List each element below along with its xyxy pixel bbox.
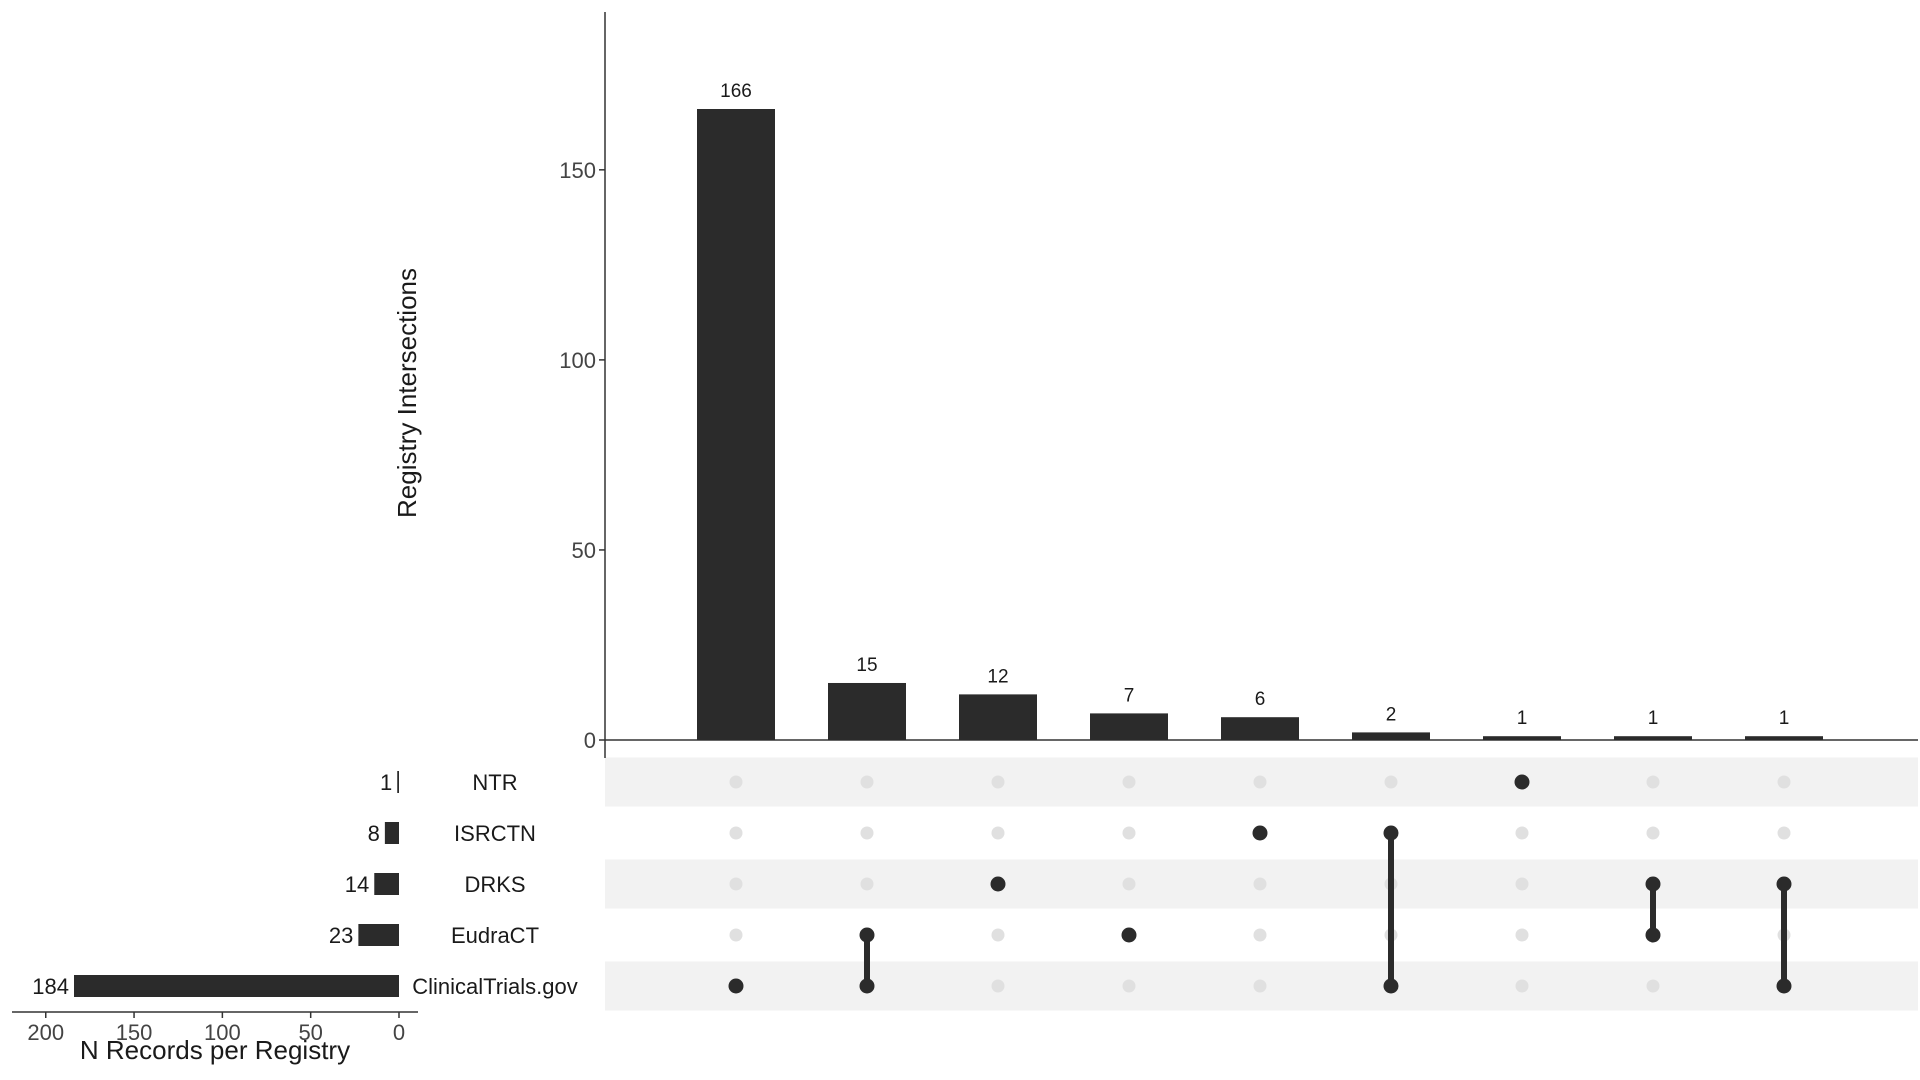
intersection-bar	[1221, 717, 1299, 740]
matrix-dot-active	[1514, 774, 1530, 790]
intersection-bar	[1614, 736, 1692, 740]
y-tick-label: 0	[584, 728, 596, 753]
set-size-bar	[397, 771, 399, 793]
matrix-dot-inactive	[729, 826, 743, 840]
matrix-dot-inactive	[991, 979, 1005, 993]
matrix-dot-inactive	[1515, 826, 1529, 840]
set-size-label: 184	[32, 974, 69, 999]
matrix-dot-active	[1776, 978, 1792, 994]
y-tick-label: 150	[559, 158, 596, 183]
matrix-dot-inactive	[1253, 775, 1267, 789]
matrix-dot-inactive	[729, 877, 743, 891]
matrix-dot-inactive	[991, 775, 1005, 789]
intersection-bar-label: 12	[987, 666, 1008, 687]
intersection-bar	[828, 682, 906, 740]
intersection-bar-label: 6	[1255, 689, 1266, 710]
matrix-dot-inactive	[1646, 979, 1660, 993]
matrix-dot-inactive	[1384, 775, 1398, 789]
matrix-dot-active	[1383, 978, 1399, 994]
set-size-label: 1	[380, 770, 392, 795]
matrix-dot-active	[1383, 825, 1399, 841]
intersection-bar-label: 1	[1779, 708, 1790, 729]
matrix-dot-inactive	[991, 928, 1005, 942]
intersection-bar-labels: 166 15 12 7 6 2 1 1 1	[720, 81, 1789, 729]
intersection-bar-label: 166	[720, 81, 752, 102]
set-name: DRKS	[464, 872, 525, 897]
matrix-dot-inactive	[1253, 979, 1267, 993]
set-size-label: 23	[329, 923, 353, 948]
set-size-label: 14	[345, 872, 369, 897]
set-size-bar	[374, 873, 399, 895]
matrix-dot-inactive	[1646, 775, 1660, 789]
intersection-bar	[1483, 736, 1561, 740]
set-name: NTR	[472, 770, 517, 795]
matrix-dot-inactive	[1515, 979, 1529, 993]
matrix-dot-inactive	[1253, 877, 1267, 891]
matrix-dot-inactive	[860, 877, 874, 891]
matrix-dot-active	[728, 978, 744, 994]
membership-matrix	[728, 774, 1792, 994]
matrix-dot-inactive	[860, 826, 874, 840]
set-x-tick-label: 50	[298, 1020, 322, 1045]
matrix-dot-active	[990, 876, 1006, 892]
matrix-dot-inactive	[1253, 928, 1267, 942]
intersection-bar-label: 15	[856, 655, 877, 676]
intersection-bar-label: 2	[1386, 704, 1397, 725]
matrix-dot-active	[1252, 825, 1268, 841]
matrix-dot-inactive	[1777, 826, 1791, 840]
intersection-bar	[1090, 713, 1168, 740]
intersection-bars	[697, 109, 1823, 740]
matrix-dot-inactive	[1122, 877, 1136, 891]
matrix-dot-active	[1121, 927, 1137, 943]
matrix-dot-inactive	[729, 775, 743, 789]
set-size-bars: 1 8 14 23 184	[32, 770, 399, 999]
set-size-label: 8	[368, 821, 380, 846]
intersection-bar	[1745, 736, 1823, 740]
intersection-bar-label: 1	[1517, 708, 1528, 729]
matrix-dot-inactive	[860, 775, 874, 789]
intersection-bar	[959, 694, 1037, 740]
y-tick-label: 100	[559, 348, 596, 373]
set-size-bar	[358, 924, 399, 946]
set-x-tick-label: 200	[27, 1020, 64, 1045]
matrix-dot-inactive	[1122, 826, 1136, 840]
matrix-dot-inactive	[1515, 928, 1529, 942]
set-size-x-axis: 200 150 100 50 0	[12, 1011, 418, 1045]
matrix-dot-inactive	[1515, 877, 1529, 891]
matrix-dot-inactive	[1777, 775, 1791, 789]
matrix-dot-active	[1645, 927, 1661, 943]
intersection-bar	[697, 109, 775, 740]
set-x-tick-label: 0	[393, 1020, 405, 1045]
y-axis-title: Registry Intersections	[392, 268, 422, 518]
y-tick-label: 50	[572, 538, 596, 563]
matrix-dot-inactive	[1122, 775, 1136, 789]
intersection-bar-label: 1	[1648, 708, 1659, 729]
set-size-bar	[74, 975, 399, 997]
matrix-dot-active	[859, 927, 875, 943]
matrix-dot-inactive	[991, 826, 1005, 840]
set-name: ClinicalTrials.gov	[412, 974, 577, 999]
intersection-y-axis: 0 50 100 150	[559, 12, 1918, 758]
set-name: ISRCTN	[454, 821, 536, 846]
intersection-bar	[1352, 732, 1430, 740]
x-axis-title: N Records per Registry	[80, 1035, 350, 1065]
matrix-dot-inactive	[729, 928, 743, 942]
matrix-dot-inactive	[1646, 826, 1660, 840]
set-names: NTR ISRCTN DRKS EudraCT ClinicalTrials.gov	[412, 770, 577, 999]
matrix-dot-inactive	[1122, 979, 1136, 993]
set-x-tick-label: 150	[116, 1020, 153, 1045]
intersection-bar-label: 7	[1124, 685, 1135, 706]
set-name: EudraCT	[451, 923, 539, 948]
matrix-dot-active	[859, 978, 875, 994]
matrix-dot-active	[1645, 876, 1661, 892]
set-x-tick-label: 100	[204, 1020, 241, 1045]
set-size-bar	[384, 822, 399, 844]
matrix-dot-active	[1776, 876, 1792, 892]
